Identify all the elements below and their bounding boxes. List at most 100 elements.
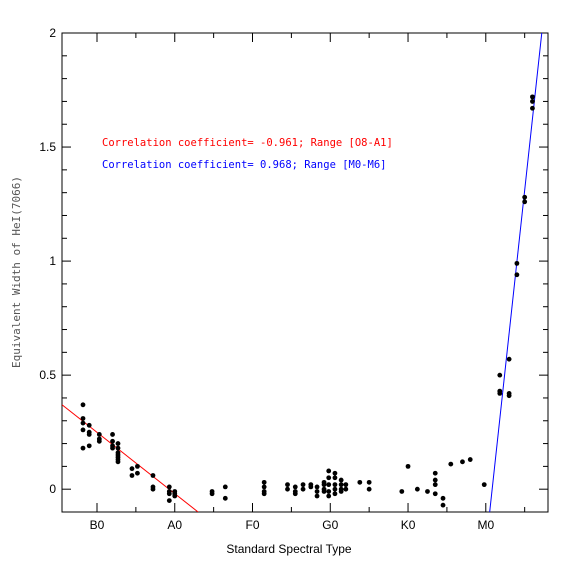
data-point (343, 486, 349, 492)
data-point (115, 441, 121, 446)
data-point (432, 482, 438, 488)
data-point (261, 479, 267, 485)
data-point (129, 473, 135, 478)
data-point (497, 372, 503, 378)
data-point (432, 491, 438, 497)
data-point (292, 491, 298, 497)
data-point (80, 416, 86, 421)
fit-line-1 (489, 33, 543, 512)
y-tick-label: 1 (49, 254, 56, 268)
data-point (338, 482, 344, 488)
plot-frame (61, 32, 549, 513)
x-axis-title: Standard Spectral Type (226, 542, 352, 556)
data-point (414, 486, 420, 492)
data-point (366, 479, 372, 485)
data-point (332, 491, 338, 497)
x-tick-label: M0 (477, 518, 494, 532)
annotation-red: Correlation coefficient= -0.961; Range [… (102, 137, 393, 149)
y-tick-label: 2 (49, 26, 56, 40)
data-point (292, 484, 298, 490)
data-point (467, 457, 473, 462)
data-point (86, 443, 92, 449)
data-point (115, 445, 121, 451)
data-point (261, 491, 267, 497)
data-points (80, 94, 535, 508)
data-point (300, 482, 306, 488)
data-point (150, 473, 156, 478)
data-point (314, 493, 320, 499)
data-point (80, 445, 86, 451)
axis-ticks (62, 32, 548, 513)
data-point (129, 466, 135, 472)
data-point (440, 495, 446, 501)
data-point (80, 427, 86, 433)
data-point (530, 94, 535, 100)
data-point (326, 493, 332, 499)
data-point (308, 484, 314, 490)
data-point (514, 272, 520, 278)
data-point (338, 477, 344, 483)
data-point (332, 475, 338, 481)
data-point (96, 432, 102, 437)
data-point (432, 470, 438, 476)
data-point (321, 489, 327, 494)
data-point (506, 393, 512, 399)
data-point (110, 432, 115, 437)
y-tick-label: 0.5 (39, 368, 56, 382)
tick-labels: B0 A0 F0 G0 K0 M0 0 0.5 1 1.5 2 (39, 26, 494, 532)
x-tick-label: F0 (246, 518, 260, 532)
data-point (522, 199, 528, 205)
y-axis-title: Equivalent Width of HeI(7066) (10, 176, 23, 368)
data-point (86, 432, 92, 437)
data-point (332, 486, 338, 492)
x-tick-label: K0 (401, 518, 416, 532)
data-point (332, 482, 338, 488)
data-point (326, 475, 332, 481)
data-point (425, 489, 430, 494)
data-point (357, 479, 363, 485)
data-point (460, 459, 465, 465)
data-point (481, 482, 487, 488)
x-tick-label: B0 (90, 518, 105, 532)
data-point (326, 482, 332, 488)
data-point (166, 484, 172, 490)
data-point (314, 489, 320, 494)
data-point (332, 470, 338, 476)
data-point (530, 105, 535, 111)
annotation-blue: Correlation coefficient= 0.968; Range [M… (102, 159, 386, 171)
data-point (150, 486, 156, 492)
data-point (399, 489, 405, 494)
data-point (285, 486, 290, 492)
data-point (135, 470, 140, 476)
data-point (261, 484, 267, 490)
data-point (300, 486, 306, 492)
data-point (366, 486, 372, 492)
y-tick-label: 1.5 (39, 140, 56, 154)
data-point (110, 445, 115, 451)
x-tick-label: A0 (167, 518, 182, 532)
fit-lines (62, 33, 543, 512)
data-point (506, 356, 512, 362)
data-point (326, 468, 332, 474)
data-point (440, 502, 446, 508)
data-point (166, 498, 172, 503)
data-point (222, 484, 228, 490)
data-point (314, 484, 320, 490)
data-point (321, 482, 327, 488)
data-point (222, 495, 228, 501)
data-point (432, 477, 438, 483)
data-point (209, 491, 215, 497)
data-point (326, 489, 332, 494)
data-point (343, 482, 349, 488)
data-point (110, 438, 115, 444)
data-point (522, 194, 528, 200)
data-point (86, 422, 92, 428)
data-point (96, 438, 102, 444)
data-point (135, 463, 140, 469)
data-point (405, 463, 411, 469)
data-point (80, 420, 86, 426)
data-point (115, 459, 121, 465)
data-point (285, 482, 290, 488)
data-point (172, 493, 178, 499)
